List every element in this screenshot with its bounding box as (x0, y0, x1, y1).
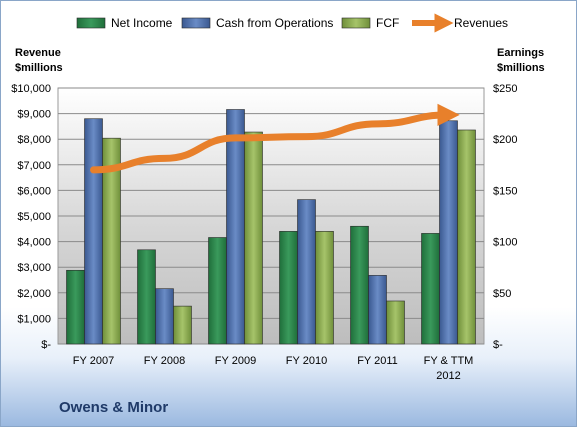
x-axis-tick-label: 2012 (436, 370, 460, 382)
x-axis-tick-label: FY 2009 (215, 355, 256, 367)
bar-net-income-4 (350, 225, 369, 345)
legend-label: Net Income (111, 16, 173, 30)
left-axis-tick-label: $6,000 (17, 185, 51, 197)
left-axis-tick-label: $8,000 (17, 134, 51, 146)
left-axis-tick-label: $2,000 (17, 288, 51, 300)
bar-cash-from-operations-0 (84, 118, 103, 345)
x-axis-tick-label: FY & TTM (424, 355, 474, 367)
bar-fcf-4 (386, 300, 405, 345)
bar-cash-from-operations-3 (297, 199, 316, 345)
left-axis-tick-label: $4,000 (17, 237, 51, 249)
left-axis-title-line2: $millions (15, 62, 63, 74)
bar-cash-from-operations-5 (439, 120, 458, 345)
legend-label: FCF (376, 16, 399, 30)
bar-net-income-2 (208, 237, 227, 345)
x-axis-tick-label: FY 2007 (73, 355, 114, 367)
left-axis-tick-label: $1,000 (17, 313, 51, 325)
bar-fcf-5 (457, 129, 476, 345)
legend-label: Revenues (454, 16, 508, 30)
revenue-line-path (90, 103, 460, 174)
right-axis-title-line2: $millions (497, 62, 545, 74)
company-name: Owens & Minor (59, 399, 169, 416)
legend-label: Cash from Operations (216, 16, 333, 30)
bar-cash-from-operations-1 (155, 288, 174, 345)
left-axis-tick-label: $5,000 (17, 211, 51, 223)
legend-swatch (181, 17, 211, 29)
bar-net-income-3 (279, 231, 298, 345)
legend-swatch (76, 17, 106, 29)
legend-swatch (341, 17, 371, 29)
bar-fcf-3 (315, 231, 334, 345)
x-axis-tick-label: FY 2011 (357, 355, 398, 367)
left-axis-tick-label: $10,000 (11, 83, 51, 95)
right-axis-title-line1: Earnings (497, 47, 544, 59)
left-axis-title-line1: Revenue (15, 47, 61, 59)
revenue-line (90, 103, 460, 174)
left-axis-tick-label: $9,000 (17, 109, 51, 121)
bar-cash-from-operations-2 (226, 109, 245, 345)
left-axis-tick-label: $7,000 (17, 160, 51, 172)
right-axis-tick-label: $200 (493, 134, 517, 146)
legend: Net Income Cash from Operations FCF Revenue… (76, 13, 508, 33)
bar-net-income-1 (137, 249, 156, 345)
left-axis-ticks: $- $1,000 $2,000 $3,000 $4,000 $5,000 $6,000 $7… (11, 83, 51, 351)
bar-net-income-5 (421, 233, 440, 345)
right-axis-ticks: $- $50 $100 $150 $200 $250 (493, 83, 517, 351)
bar-net-income-0 (66, 269, 85, 345)
x-axis-tick-label: FY 2008 (144, 355, 185, 367)
right-axis-tick-label: $100 (493, 237, 517, 249)
left-axis-tick-label: $3,000 (17, 262, 51, 274)
left-axis-tick-label: $- (41, 339, 51, 351)
x-axis-ticks: FY 2007 FY 2008 FY 2009 FY 2010 FY 2011 FY & … (73, 355, 474, 382)
right-axis-tick-label: $- (493, 339, 503, 351)
bar-fcf-0 (102, 137, 121, 345)
right-axis-tick-label: $50 (493, 288, 511, 300)
right-axis-tick-label: $250 (493, 83, 517, 95)
bar-marks (66, 109, 476, 345)
bar-fcf-2 (244, 131, 263, 345)
right-axis-tick-label: $150 (493, 185, 517, 197)
bar-cash-from-operations-4 (368, 275, 387, 345)
x-axis-tick-label: FY 2010 (286, 355, 327, 367)
bar-fcf-1 (173, 305, 192, 345)
